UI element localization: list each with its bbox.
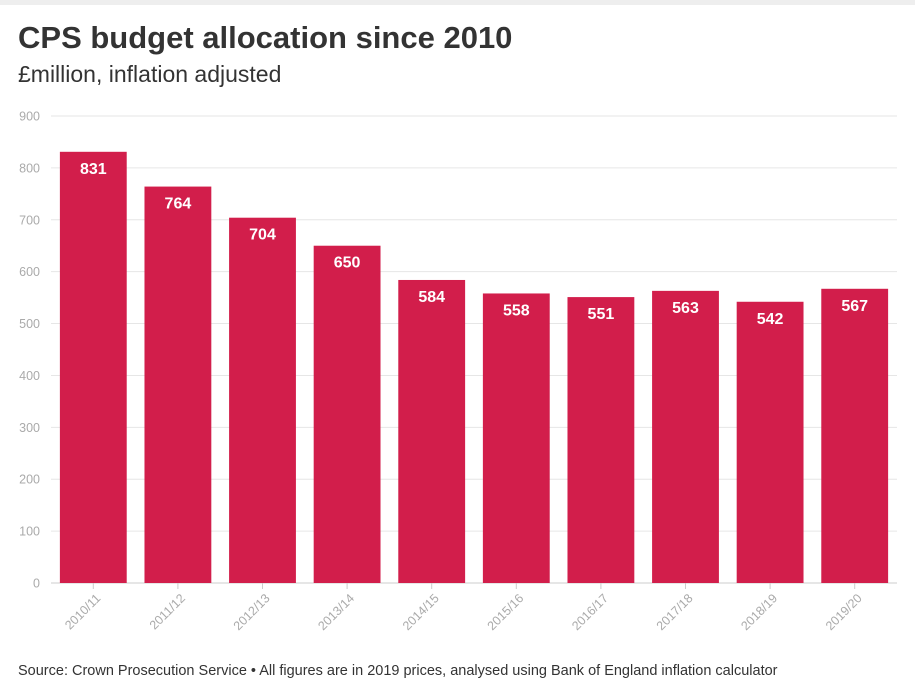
- x-tick-label: 2016/17: [569, 591, 611, 633]
- bar-2019/20: [821, 288, 889, 583]
- x-tick-label: 2014/15: [400, 591, 442, 633]
- data-labels: 831 764 704 650 584 558 551 563 542 567: [80, 161, 868, 328]
- data-label: 558: [503, 302, 530, 319]
- y-tick-label: 700: [19, 213, 40, 227]
- bar-2010/11: [59, 151, 127, 583]
- y-axis-tick-labels: 0 100 200 300 400 500 600 700 800 900: [19, 110, 40, 591]
- data-label: 551: [588, 306, 615, 323]
- x-tick-label: 2010/11: [62, 591, 103, 632]
- y-tick-label: 900: [19, 110, 40, 124]
- x-tick-label: 2018/19: [738, 591, 780, 633]
- y-tick-label: 100: [19, 525, 40, 539]
- data-label: 563: [672, 300, 699, 317]
- x-tick-label: 2011/12: [147, 591, 188, 632]
- data-label: 704: [249, 227, 276, 244]
- data-label: 764: [165, 196, 192, 213]
- x-tick-label: 2017/18: [654, 591, 696, 633]
- bar-2015/16: [482, 293, 550, 583]
- chart-subtitle: £million, inflation adjusted: [18, 61, 282, 87]
- x-tick-label: 2012/13: [231, 591, 273, 633]
- bar-2016/17: [567, 297, 635, 583]
- top-border: [0, 0, 915, 5]
- data-label: 567: [841, 298, 868, 315]
- bar-2012/13: [229, 217, 296, 584]
- bar-2013/14: [313, 245, 381, 583]
- y-tick-label: 800: [19, 161, 40, 175]
- y-tick-label: 400: [19, 369, 40, 383]
- bar-2011/12: [144, 186, 212, 583]
- y-tick-label: 300: [19, 421, 40, 435]
- data-label: 650: [334, 255, 361, 272]
- x-axis-tick-labels: 2010/11 2011/12 2012/13 2013/14 2014/15 2015/…: [62, 583, 865, 633]
- bars: [59, 151, 889, 584]
- data-label: 584: [418, 289, 445, 306]
- y-tick-label: 500: [19, 317, 40, 331]
- bar-2014/15: [398, 279, 466, 583]
- x-tick-label: 2015/16: [485, 591, 527, 633]
- data-label: 831: [80, 161, 107, 178]
- y-tick-label: 200: [19, 473, 40, 487]
- bar-chart: 0 100 200 300 400 500 600 700 800 900 831 764 704 65…: [19, 110, 897, 633]
- x-tick-label: 2019/20: [823, 591, 865, 633]
- y-tick-label: 0: [33, 577, 40, 591]
- y-tick-label: 600: [19, 265, 40, 279]
- source-note: Source: Crown Prosecution Service • All …: [18, 663, 778, 679]
- data-label: 542: [757, 311, 784, 328]
- chart-title: CPS budget allocation since 2010: [18, 20, 513, 55]
- bar-2017/18: [652, 290, 719, 583]
- x-tick-label: 2013/14: [315, 591, 357, 633]
- bar-2018/19: [736, 301, 804, 583]
